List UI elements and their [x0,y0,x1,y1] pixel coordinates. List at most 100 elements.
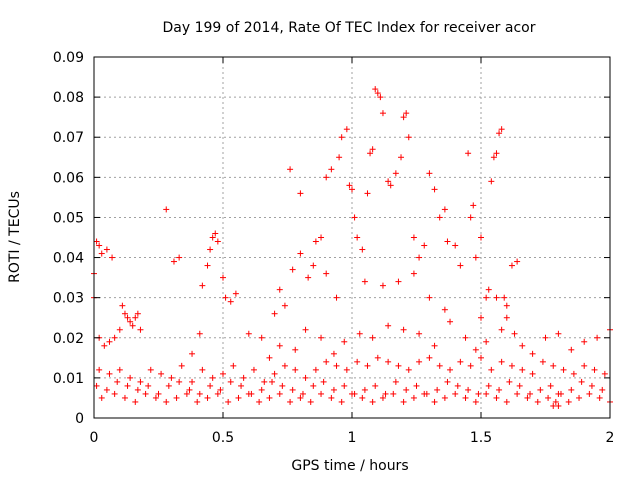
data-point [379,282,386,289]
data-point [302,374,309,381]
data-point [416,330,423,337]
data-point [537,386,544,393]
data-point [323,358,330,365]
data-point [426,170,433,177]
data-point [328,394,335,401]
data-point [410,234,417,241]
data-point [475,390,482,397]
data-point [529,350,536,357]
data-point [199,282,206,289]
data-point [338,134,345,141]
data-point [305,274,312,281]
data-point [550,362,557,369]
data-point [369,146,376,153]
data-point [599,386,606,393]
data-point [354,234,361,241]
data-point [524,394,531,401]
data-point [400,398,407,405]
data-point [225,398,232,405]
data-point [591,366,598,373]
data-point [364,190,371,197]
x-tick-label: 0 [90,430,99,446]
data-point [109,254,116,261]
x-axis-label: GPS time / hours [291,458,408,474]
data-point [400,326,407,333]
data-point [581,362,588,369]
data-point [560,366,567,373]
data-point [245,330,252,337]
data-point [137,326,144,333]
data-point [441,206,448,213]
data-point [527,390,534,397]
data-point [568,346,575,353]
data-point [333,362,340,369]
data-point [176,378,183,385]
data-point [178,362,185,369]
data-point [519,342,526,349]
data-point [385,322,392,329]
data-point [266,394,273,401]
data-point [485,286,492,293]
data-point [281,362,288,369]
data-point [165,382,172,389]
data-point [333,294,340,301]
y-tick-label: 0.06 [53,170,84,186]
data-point [199,366,206,373]
data-point [318,334,325,341]
y-tick-label: 0.03 [53,291,84,307]
data-point [542,334,549,341]
data-point [214,238,221,245]
data-point [287,166,294,173]
data-point [547,382,554,389]
data-point [96,242,103,249]
data-point [431,342,438,349]
data-point [121,394,128,401]
data-point [168,374,175,381]
data-point [496,386,503,393]
data-point [318,390,325,397]
data-point [374,354,381,361]
data-point [496,130,503,137]
data-point [514,258,521,265]
data-point [220,370,226,377]
data-point [501,294,508,301]
data-point [470,202,477,209]
data-point [392,378,399,385]
data-point [101,342,108,349]
data-point [209,374,216,381]
data-point [444,378,451,385]
data-point [478,354,484,361]
data-point [106,370,113,377]
data-point [189,378,196,385]
data-point [493,294,500,301]
data-point [516,382,523,389]
data-point [297,250,304,257]
data-point [472,254,479,261]
data-point [312,238,319,245]
data-point [586,390,593,397]
data-point [444,238,451,245]
data-point [405,134,412,141]
data-point [279,382,286,389]
y-tick-label: 0.02 [53,331,84,347]
data-point [503,302,510,309]
data-point [93,382,100,389]
data-point [114,378,121,385]
data-point [349,186,355,193]
data-point [145,382,152,389]
data-point [361,278,368,285]
data-point [343,366,350,373]
data-point [271,370,278,377]
data-point [287,398,294,405]
data-point [176,254,183,261]
data-point [359,246,366,253]
data-point [403,386,410,393]
data-point [369,398,376,405]
data-point [147,366,154,373]
data-point [436,214,443,221]
data-point [426,354,433,361]
data-point [328,166,335,173]
data-point [421,390,428,397]
data-point [398,154,405,161]
data-point [514,390,521,397]
